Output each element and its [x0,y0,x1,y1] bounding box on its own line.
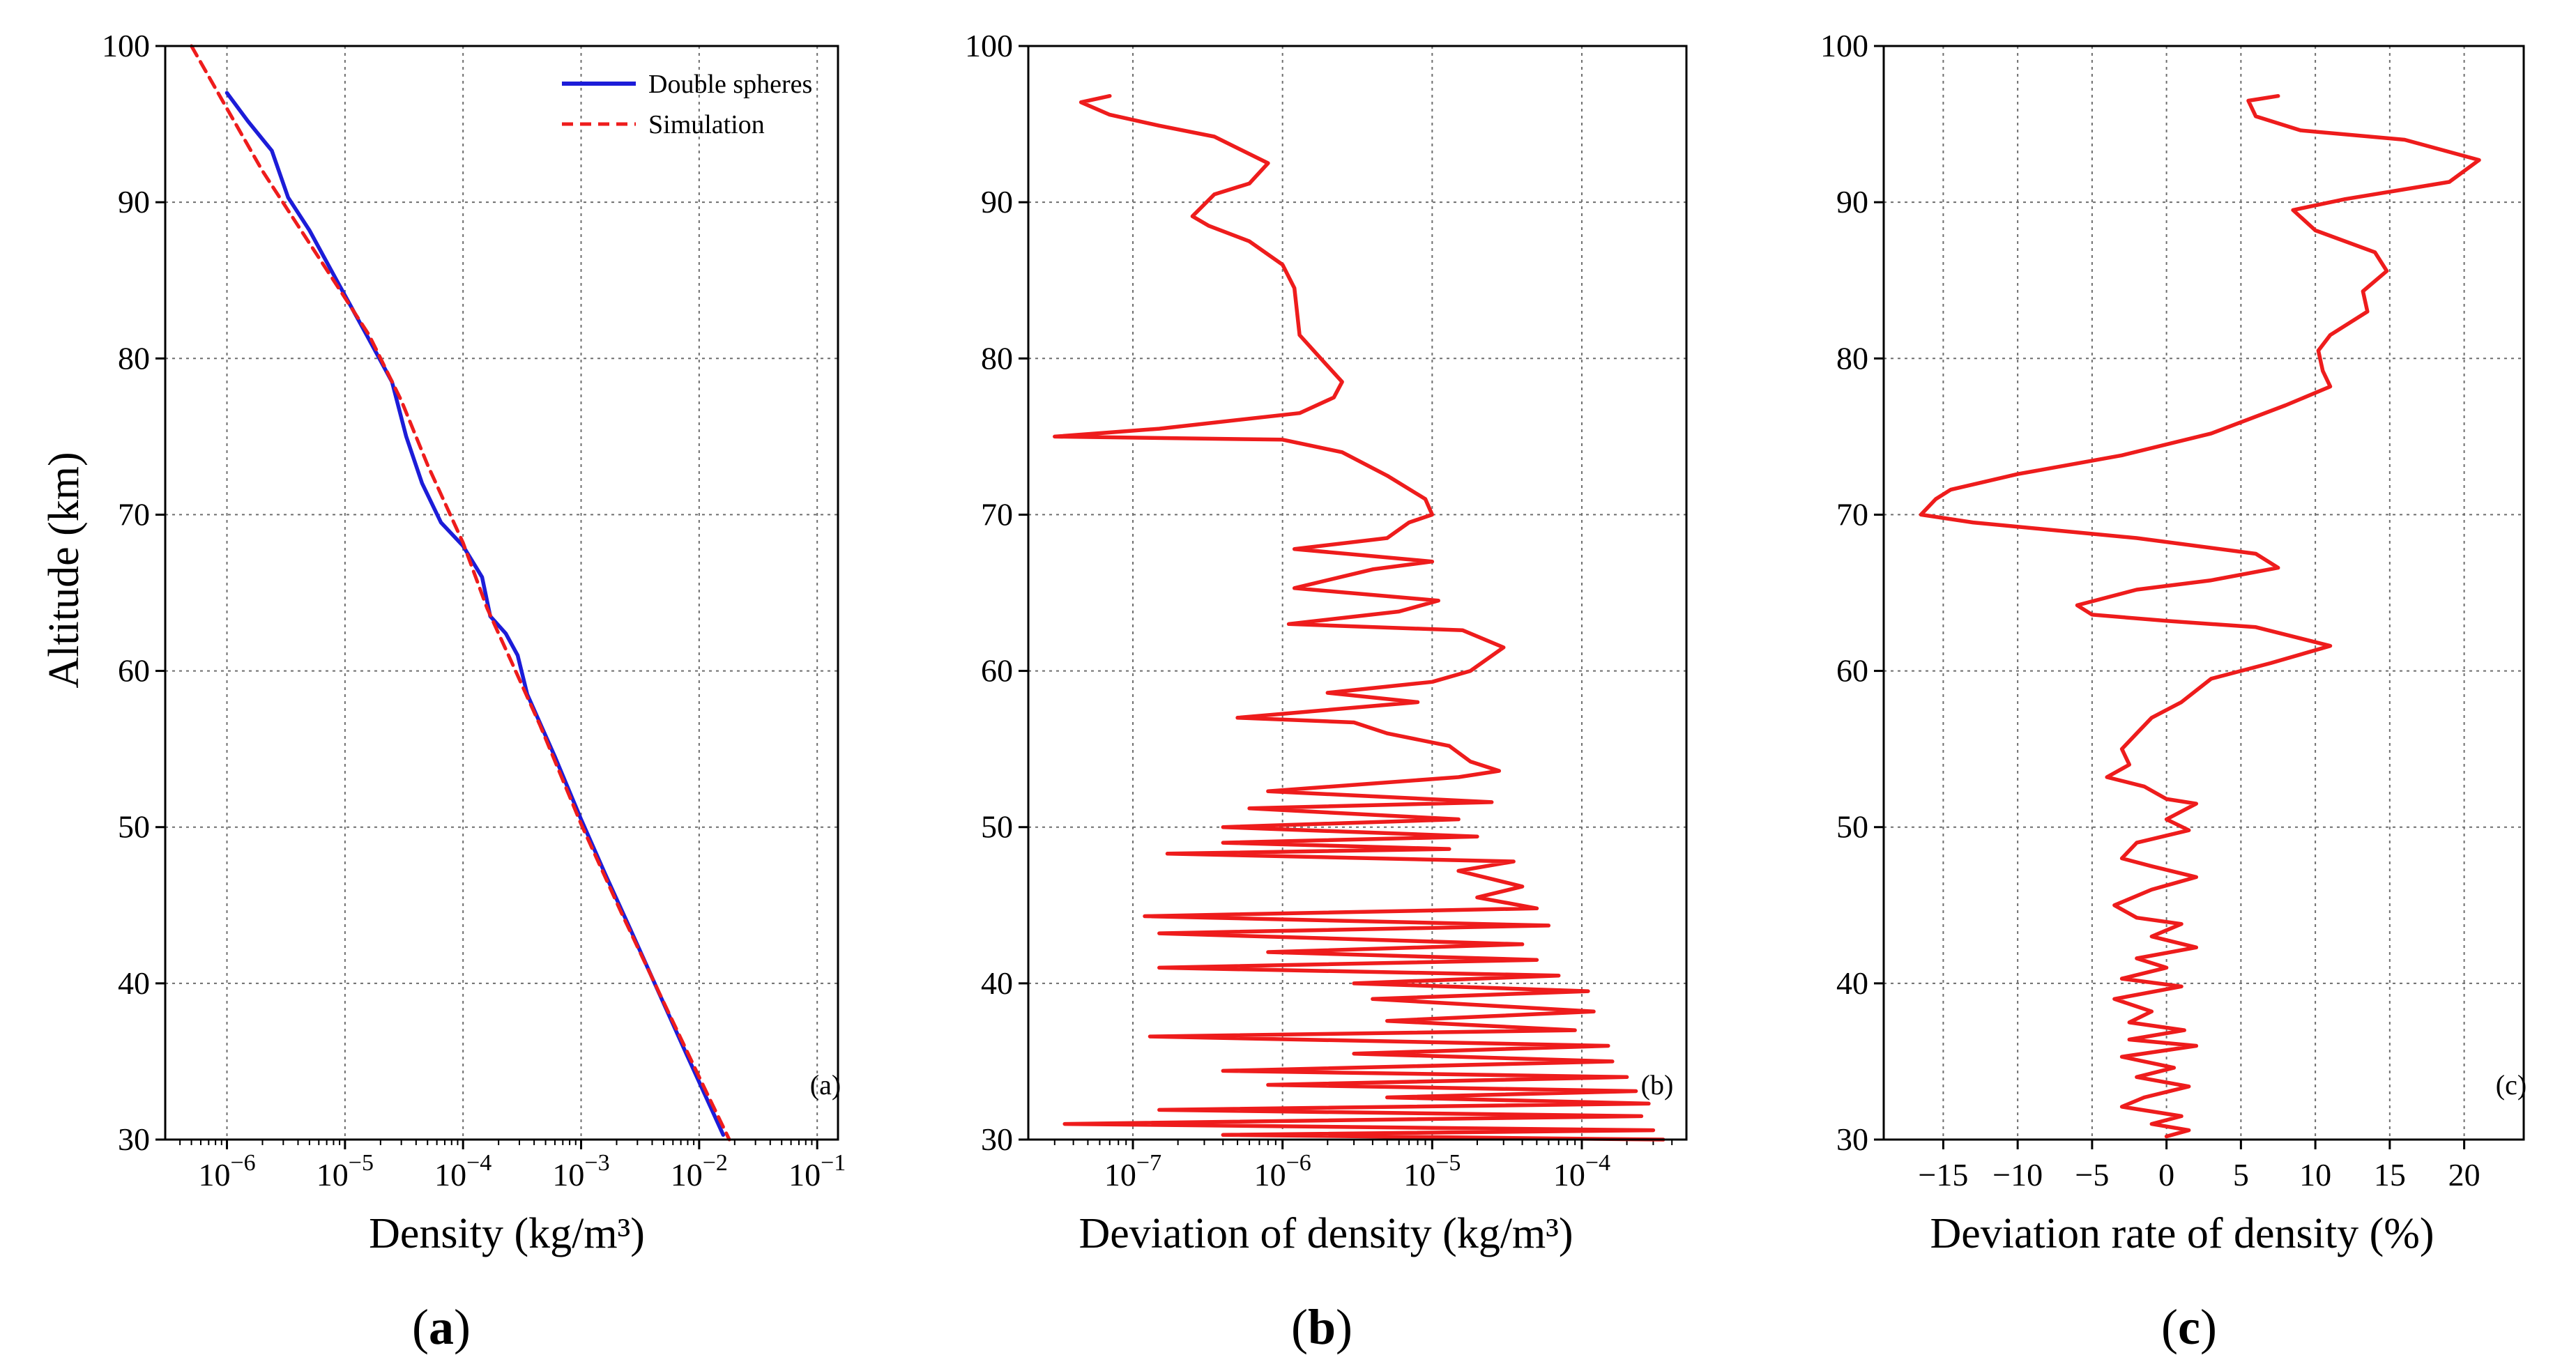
series-line-simulation [190,44,731,1142]
panel-c: 30 40 50 60 70 80 90 100 −15 −10 −5 0 5 10 15 20 [1820,28,2525,1193]
series-line-deviation-rate [1919,93,2481,1139]
x-tick-label: 10−4 [1553,1150,1610,1193]
y-tick-label: 60 [118,653,150,689]
series-line-deviation [1053,93,1666,1142]
x-tick-label: 10−6 [198,1150,255,1193]
y-tick-label: 30 [1836,1121,1868,1157]
x-tick-label: 5 [2233,1157,2249,1193]
y-tick-label: 70 [118,496,150,532]
x-tick-label: 10 [2299,1157,2331,1193]
panel-tag-b: (b) [1641,1069,1674,1101]
y-tick-label: 80 [981,340,1013,376]
y-tick-label: 70 [981,496,1013,532]
x-tick-label: −5 [2075,1157,2109,1193]
y-tick-label: 100 [1820,28,1868,63]
y-tick-label: 70 [1836,496,1868,532]
panel-b: 30 40 50 60 70 80 90 100 10−7 10−6 10−5 10−4 [965,28,1688,1193]
plot-frame [164,45,839,1141]
panel-tag-a: (a) [810,1069,841,1101]
plot-frame [1027,45,1688,1141]
y-tick-label: 100 [102,28,150,63]
y-tick-label: 60 [1836,653,1868,689]
x-tick-label: 0 [2158,1157,2174,1193]
y-tick-label: 40 [118,965,150,1001]
plot-frame [1882,45,2525,1141]
x-tick-label: 10−5 [317,1150,374,1193]
y-tick-label: 40 [1836,965,1868,1001]
panel-a: 30 40 50 60 70 80 90 100 10−6 10−5 10−4 10−3 10−2 10−… [102,28,846,1193]
caption-c: (c) [2161,1299,2217,1355]
y-tick-label: 30 [118,1121,150,1157]
x-tick-label: 10−3 [552,1150,609,1193]
caption-a: (a) [412,1299,471,1355]
y-tick-label: 40 [981,965,1013,1001]
y-tick-label: 90 [118,184,150,220]
y-tick-label: 80 [118,340,150,376]
y-axis-label: Altitude (km) [40,452,88,688]
y-tick-label: 50 [1836,809,1868,845]
legend: Double spheres Simulation [562,70,812,139]
caption-b: (b) [1291,1299,1352,1355]
x-tick-label: 10−2 [671,1150,728,1193]
x-tick-label: 10−5 [1403,1150,1461,1193]
y-tick-label: 100 [965,28,1013,63]
panel-tag-c: (c) [2496,1069,2527,1101]
x-tick-label: 20 [2448,1157,2480,1193]
legend-label-double-spheres: Double spheres [648,70,812,99]
x-tick-label: 10−4 [434,1150,491,1193]
series-line-double-spheres [224,91,726,1137]
y-tick-label: 90 [981,184,1013,220]
x-axis-label-c: Deviation rate of density (%) [1930,1210,2434,1257]
x-tick-label: 10−1 [788,1150,846,1193]
y-tick-label: 50 [118,809,150,845]
y-tick-label: 90 [1836,184,1868,220]
y-tick-label: 30 [981,1121,1013,1157]
y-tick-label: 60 [981,653,1013,689]
x-axis-label-b: Deviation of density (kg/m³) [1079,1210,1573,1257]
x-tick-label: −10 [1992,1157,2043,1193]
legend-label-simulation: Simulation [648,110,765,139]
x-tick-label: 10−7 [1104,1150,1161,1193]
x-axis-label-a: Density (kg/m³) [369,1210,645,1257]
y-tick-label: 50 [981,809,1013,845]
x-tick-label: 15 [2374,1157,2406,1193]
y-tick-label: 80 [1836,340,1868,376]
x-tick-label: −15 [1918,1157,1968,1193]
x-tick-label: 10−6 [1254,1150,1311,1193]
